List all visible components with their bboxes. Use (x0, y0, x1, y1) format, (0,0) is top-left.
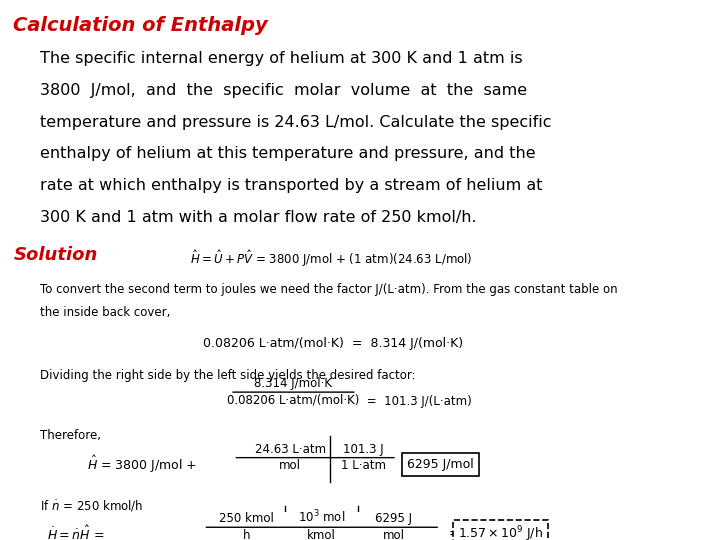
Text: To convert the second term to joules we need the factor J/(L·atm). From the gas : To convert the second term to joules we … (40, 282, 618, 295)
Text: 24.63 L·atm: 24.63 L·atm (255, 443, 325, 456)
Text: rate at which enthalpy is transported by a stream of helium at: rate at which enthalpy is transported by… (40, 178, 542, 193)
Text: 0.08206 L·atm/(mol·K)  =  8.314 J/(mol·K): 0.08206 L·atm/(mol·K) = 8.314 J/(mol·K) (203, 337, 464, 350)
Text: The specific internal energy of helium at 300 K and 1 atm is: The specific internal energy of helium a… (40, 51, 523, 66)
Text: If $\dot{n}$ = 250 kmol/h: If $\dot{n}$ = 250 kmol/h (40, 498, 143, 514)
Text: Dividing the right side by the left side yields the desired factor:: Dividing the right side by the left side… (40, 369, 415, 382)
Text: =: = (405, 458, 416, 472)
Text: Therefore,: Therefore, (40, 429, 101, 442)
Text: =  101.3 J/(L·atm): = 101.3 J/(L·atm) (364, 395, 472, 408)
Text: Calculation of Enthalpy: Calculation of Enthalpy (14, 16, 268, 36)
Text: $\hat{H}$ = 3800 J/mol +: $\hat{H}$ = 3800 J/mol + (86, 454, 197, 475)
Text: 1 L·atm: 1 L·atm (341, 459, 386, 472)
Text: mol: mol (279, 459, 301, 472)
Text: 6295 J: 6295 J (375, 512, 412, 525)
Text: =: = (448, 528, 460, 540)
Text: $10^3$ mol: $10^3$ mol (298, 509, 345, 525)
Text: enthalpy of helium at this temperature and pressure, and the: enthalpy of helium at this temperature a… (40, 146, 536, 161)
Text: mol: mol (382, 529, 405, 540)
Text: Solution: Solution (14, 246, 98, 264)
Text: the inside back cover,: the inside back cover, (40, 306, 171, 319)
Text: temperature and pressure is 24.63 L/mol. Calculate the specific: temperature and pressure is 24.63 L/mol.… (40, 114, 552, 130)
Text: 3800  J/mol,  and  the  specific  molar  volume  at  the  same: 3800 J/mol, and the specific molar volum… (40, 83, 527, 98)
Text: h: h (243, 529, 251, 540)
Text: 250 kmol: 250 kmol (220, 512, 274, 525)
Text: 8.314 J/mol·K: 8.314 J/mol·K (254, 377, 333, 390)
Text: $\dot{H} = \dot{n}\hat{H}$ =: $\dot{H} = \dot{n}\hat{H}$ = (47, 525, 104, 540)
Text: $1.57 \times 10^9$ J/h: $1.57 \times 10^9$ J/h (458, 525, 543, 540)
Text: 6295 J/mol: 6295 J/mol (407, 458, 474, 471)
Text: kmol: kmol (307, 529, 336, 540)
Text: $\hat{H} = \hat{U} + P\hat{V}$ = 3800 J/mol + (1 atm)(24.63 L/mol): $\hat{H} = \hat{U} + P\hat{V}$ = 3800 J/… (190, 248, 472, 269)
Text: 300 K and 1 atm with a molar flow rate of 250 kmol/h.: 300 K and 1 atm with a molar flow rate o… (40, 210, 477, 225)
Text: 0.08206 L·atm/(mol·K): 0.08206 L·atm/(mol·K) (228, 394, 359, 407)
Text: 101.3 J: 101.3 J (343, 443, 384, 456)
